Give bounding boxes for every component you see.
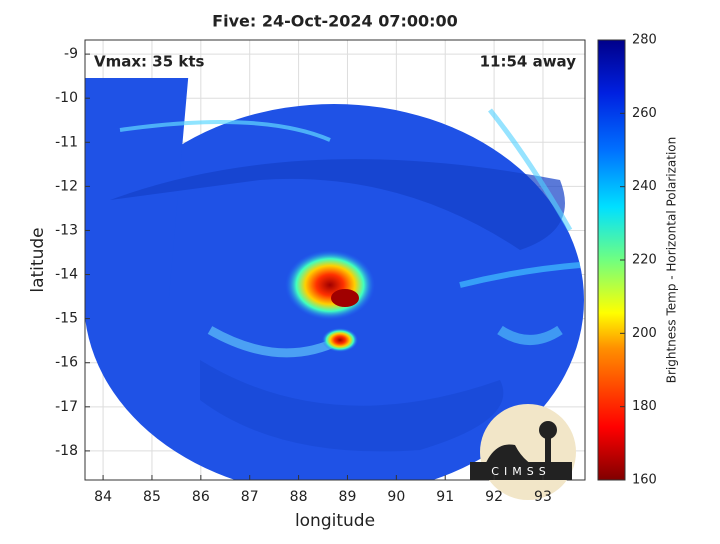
plot-frame: [84, 39, 586, 481]
y-tick-label: -17: [55, 399, 78, 415]
y-tick-label: -14: [55, 267, 78, 283]
y-tick-label: -9: [64, 46, 78, 62]
colorbar-tick-label: 180: [632, 399, 657, 414]
colorbar-label: Brightness Temp - Horizontal Polarizatio…: [665, 137, 679, 384]
x-tick-label: 91: [436, 489, 454, 505]
y-tick-label: -16: [55, 355, 78, 371]
logo: CIMSS: [470, 404, 576, 500]
colorbar-tick-label: 240: [632, 179, 657, 194]
x-tick-label: 88: [290, 489, 308, 505]
y-tick-label: -11: [55, 134, 78, 150]
annotation: 11:54 away: [480, 53, 577, 71]
colorbar-tick-label: 220: [632, 253, 657, 268]
x-tick-label: 92: [485, 489, 503, 505]
satellite-image: [85, 78, 584, 480]
y-axis-label: latitude: [28, 227, 48, 292]
x-tick-label: 90: [387, 489, 405, 505]
title: Five: 24-Oct-2024 07:00:00: [212, 12, 458, 31]
annotation: Vmax: 35 kts: [94, 53, 204, 71]
logo-text: CIMSS: [491, 465, 550, 478]
x-tick-label: 93: [534, 489, 552, 505]
y-tick-label: -15: [55, 311, 78, 327]
x-axis-label: longitude: [295, 511, 375, 531]
y-tick-label: -18: [55, 443, 78, 459]
x-tick-label: 84: [94, 489, 112, 505]
colorbar-tick-label: 280: [632, 33, 657, 48]
x-tick-label: 89: [339, 489, 357, 505]
x-tick-label: 86: [192, 489, 210, 505]
y-tick-label: -10: [55, 90, 78, 106]
colorbar-tick-label: 200: [632, 326, 657, 341]
x-tick-label: 85: [143, 489, 161, 505]
colorbar-tick-label: 160: [632, 473, 657, 488]
y-tick-label: -13: [55, 222, 78, 238]
colorbar-tick-label: 260: [632, 106, 657, 121]
x-tick-label: 87: [241, 489, 259, 505]
y-tick-label: -12: [55, 178, 78, 194]
